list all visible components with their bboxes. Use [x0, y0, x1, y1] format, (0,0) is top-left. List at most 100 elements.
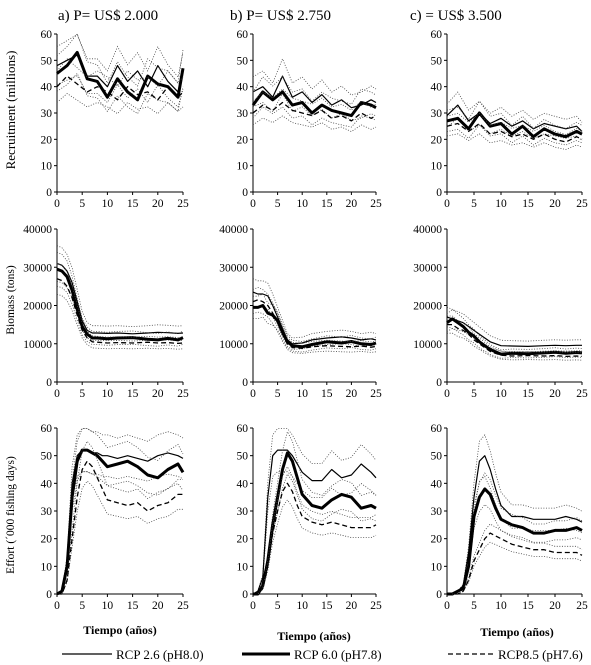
ylabel-biomass: Biomass (tons) [5, 265, 17, 334]
x-tick-label: 10 [495, 600, 507, 612]
band-rcp-6-0-ph7-8--0 [56, 471, 184, 595]
band-rcp-6-0-ph7-8--0 [56, 285, 184, 347]
band-rcp8-5-ph7-6--0 [446, 133, 583, 150]
series-line-rcp-2-6-ph8-0- [56, 262, 184, 335]
x-tick-label: 15 [321, 388, 333, 400]
x-tick-label: 25 [177, 600, 189, 612]
x-tick-label: 20 [346, 600, 358, 612]
column-title-c: c) = US$ 3.500 [410, 8, 502, 24]
y-tick-label: 30000 [413, 262, 442, 274]
x-tick-label: 20 [152, 600, 164, 612]
series-line-rcp8-5-ph7-6- [56, 278, 184, 345]
x-tick-label: 25 [177, 388, 189, 400]
band-rcp-2-6-ph8-0--1 [446, 306, 582, 342]
band-rcp-6-0-ph7-8--1 [56, 33, 184, 87]
ylabel-recruitment: Recruitment (millions) [3, 51, 18, 170]
x-tick-label: 10 [495, 388, 507, 400]
band-rcp-2-6-ph8-0--1 [56, 245, 184, 328]
x-tick-label: 10 [495, 198, 507, 210]
band-rcp-6-0-ph7-8--1 [446, 308, 583, 351]
x-tick-label: 10 [296, 388, 308, 400]
y-tick-label: 30 [41, 506, 53, 518]
x-tick-label: 5 [275, 388, 281, 400]
y-tick-label: 20000 [413, 301, 442, 313]
y-tick-label: 60 [431, 29, 443, 41]
y-tick-label: 60 [41, 423, 53, 435]
series-line-rcp-6-0-ph7-8- [253, 451, 377, 596]
series-line-rcp-6-0-ph7-8- [251, 90, 377, 118]
x-tick-label: 20 [549, 198, 561, 210]
legend-label-rcp60: RCP 6.0 (pH7.8) [294, 647, 382, 662]
x-tick-label: 25 [370, 388, 382, 400]
band-rcp-6-0-ph7-8--1 [253, 293, 377, 342]
band-rcp-2-6-ph8-0--0 [252, 471, 377, 595]
band-rcp8-5-ph7-6--1 [56, 262, 184, 339]
band-rcp-6-0-ph7-8--1 [253, 430, 377, 595]
x-tick-label: 0 [54, 600, 60, 612]
panel-r1-c2: 0 10000 20000 30000 40000 0 5 10 15 20 25 [413, 224, 588, 400]
x-tick-label: 25 [576, 198, 588, 210]
y-tick-label: 10 [41, 161, 53, 173]
x-tick-label: 0 [250, 388, 256, 400]
y-tick-label: 30 [237, 506, 249, 518]
band-rcp8-5-ph7-6--0 [56, 92, 184, 115]
series-line-rcp8-5-ph7-6- [252, 299, 377, 349]
band-rcp8-5-ph7-6--0 [447, 332, 583, 361]
x-tick-label: 20 [152, 388, 164, 400]
series-line-rcp-6-0-ph7-8- [56, 267, 184, 342]
panel-r2-c1: 0 10 20 30 40 50 60 0 5 10 15 20 25 [237, 423, 383, 612]
band-rcp8-5-ph7-6--1 [447, 315, 583, 353]
series-line-rcp-2-6-ph8-0- [252, 75, 377, 109]
series-line-rcp-2-6-ph8-0- [252, 449, 377, 595]
y-tick-label: 50 [41, 451, 53, 463]
x-tick-label: 5 [275, 198, 281, 210]
x-tick-label: 20 [346, 388, 358, 400]
band-rcp-2-6-ph8-0--1 [252, 278, 377, 339]
x-tick-label: 5 [471, 198, 477, 210]
y-tick-label: 0 [46, 377, 52, 389]
x-tick-label: 0 [250, 198, 256, 210]
x-tick-label: 10 [102, 600, 114, 612]
y-tick-label: 0 [242, 187, 248, 199]
y-tick-label: 0 [436, 377, 442, 389]
band-rcp-6-0-ph7-8--0 [446, 327, 583, 359]
band-rcp-2-6-ph8-0--0 [446, 326, 582, 353]
x-tick-label: 15 [321, 198, 333, 210]
x-tick-label: 0 [444, 388, 450, 400]
y-tick-label: 10000 [23, 339, 52, 351]
column-title-a: a) P= US$ 2.000 [58, 8, 158, 24]
band-rcp-6-0-ph7-8--0 [447, 504, 583, 595]
panel-r2-c2: 0 10 20 30 40 50 60 0 5 10 15 20 25 [431, 423, 589, 612]
band-rcp-2-6-ph8-0--1 [56, 33, 184, 78]
x-tick-label: 5 [79, 388, 85, 400]
x-tick-label: 20 [152, 198, 164, 210]
y-tick-label: 10 [431, 161, 443, 173]
y-tick-label: 40 [237, 478, 249, 490]
x-tick-label: 20 [346, 198, 358, 210]
series-line-rcp8-5-ph7-6- [253, 482, 377, 595]
band-rcp-2-6-ph8-0--1 [446, 91, 583, 123]
x-tick-label: 25 [576, 600, 588, 612]
series-line-rcp-6-0-ph7-8- [56, 50, 185, 102]
y-tick-label: 50 [41, 55, 53, 67]
x-tick-label: 25 [370, 198, 382, 210]
y-tick-label: 30 [431, 506, 443, 518]
y-tick-label: 30000 [23, 262, 52, 274]
x-tick-label: 5 [471, 600, 477, 612]
panel-r0-c1: 0 10 20 30 40 50 60 0 5 10 15 20 25 [237, 29, 383, 210]
x-tick-label: 10 [102, 388, 114, 400]
y-tick-label: 10 [237, 561, 249, 573]
band-rcp-2-6-ph8-0--0 [446, 117, 583, 141]
x-tick-label: 25 [370, 600, 382, 612]
x-tick-label: 0 [54, 198, 60, 210]
y-tick-label: 40000 [219, 224, 248, 236]
series-line-rcp8-5-ph7-6- [56, 75, 184, 101]
series-line-rcp8-5-ph7-6- [447, 532, 583, 595]
legend: RCP 2.6 (pH8.0) RCP 6.0 (pH7.8) RCP8.5 (… [62, 647, 583, 662]
x-tick-label: 10 [296, 198, 308, 210]
x-tick-label: 5 [471, 388, 477, 400]
y-tick-label: 20 [237, 134, 249, 146]
band-rcp8-5-ph7-6--1 [56, 58, 184, 87]
